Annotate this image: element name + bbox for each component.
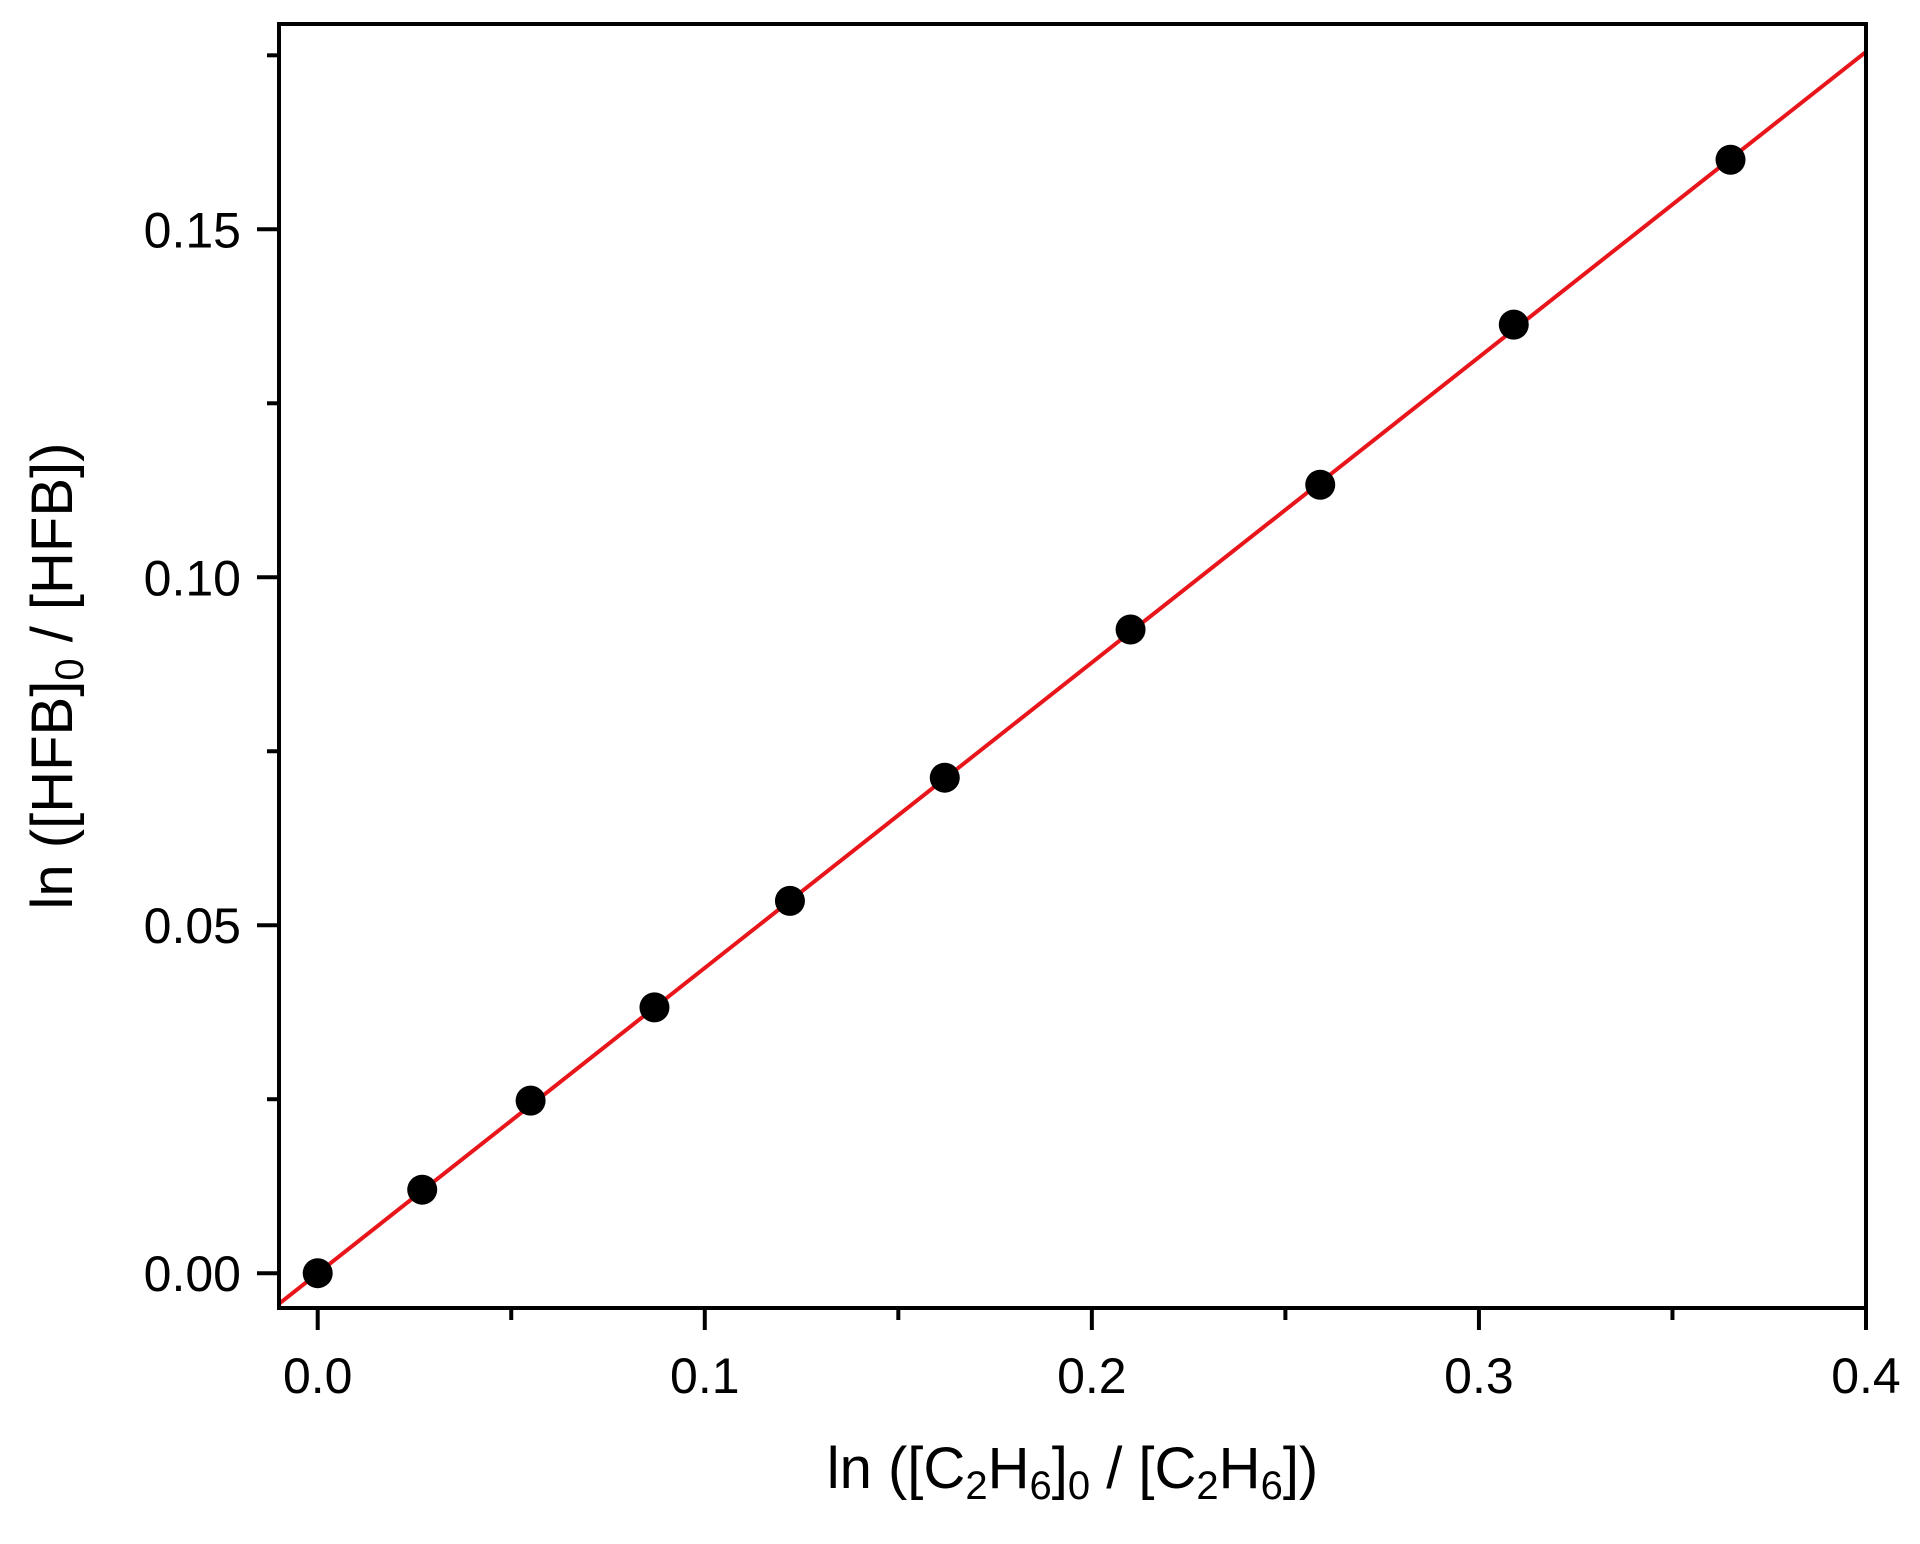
y-tick-label: 0.15 — [144, 202, 241, 258]
data-point — [1115, 614, 1146, 645]
y-axis-ticks: 0.00 0.05 0.10 0.15 — [144, 53, 279, 1302]
axis-label-text: H — [1219, 1436, 1261, 1501]
axis-label-text: ln ([C — [827, 1436, 966, 1501]
fit-line — [279, 50, 1866, 1306]
data-point — [774, 885, 805, 916]
data-points-group — [302, 144, 1746, 1289]
axis-label-subscript: 2 — [965, 1464, 987, 1508]
data-point — [515, 1085, 546, 1116]
axis-label-text: ]) — [1283, 1436, 1318, 1501]
x-axis-label: ln ([C2H6]0 / [C2H6]) — [827, 1436, 1319, 1508]
data-point — [1305, 469, 1336, 500]
y-tick-label: 0.10 — [144, 550, 241, 606]
axis-label-text: ] — [1052, 1436, 1068, 1501]
data-point — [1498, 309, 1529, 340]
axis-label-text: H — [988, 1436, 1030, 1501]
axis-label-subscript: 0 — [1068, 1464, 1090, 1508]
axis-label-text: / [HFB]) — [20, 443, 85, 659]
fit-line-group — [279, 50, 1866, 1306]
x-axis-ticks: 0.0 0.1 0.2 0.3 0.4 — [283, 1308, 1901, 1404]
y-tick-label: 0.00 — [144, 1246, 241, 1302]
x-tick-label: 0.4 — [1831, 1348, 1901, 1404]
x-tick-label: 0.0 — [283, 1348, 353, 1404]
data-point — [302, 1258, 333, 1289]
axis-label-text: / [C — [1090, 1436, 1196, 1501]
axis-label-subscript: 0 — [48, 658, 92, 680]
axis-label-subscript: 6 — [1029, 1464, 1051, 1508]
data-point — [407, 1174, 438, 1205]
axis-label-text: ln ([HFB] — [20, 681, 85, 910]
axis-label-subscript: 2 — [1196, 1464, 1218, 1508]
x-tick-label: 0.1 — [670, 1348, 740, 1404]
y-tick-label: 0.05 — [144, 898, 241, 954]
axis-label-subscript: 6 — [1261, 1464, 1283, 1508]
data-point — [1715, 144, 1746, 175]
data-point — [639, 992, 670, 1023]
x-tick-label: 0.3 — [1444, 1348, 1514, 1404]
data-point — [929, 762, 960, 793]
plot-frame — [277, 22, 1868, 1310]
x-tick-label: 0.2 — [1057, 1348, 1127, 1404]
y-axis-label: ln ([HFB]0 / [HFB]) — [20, 443, 92, 910]
